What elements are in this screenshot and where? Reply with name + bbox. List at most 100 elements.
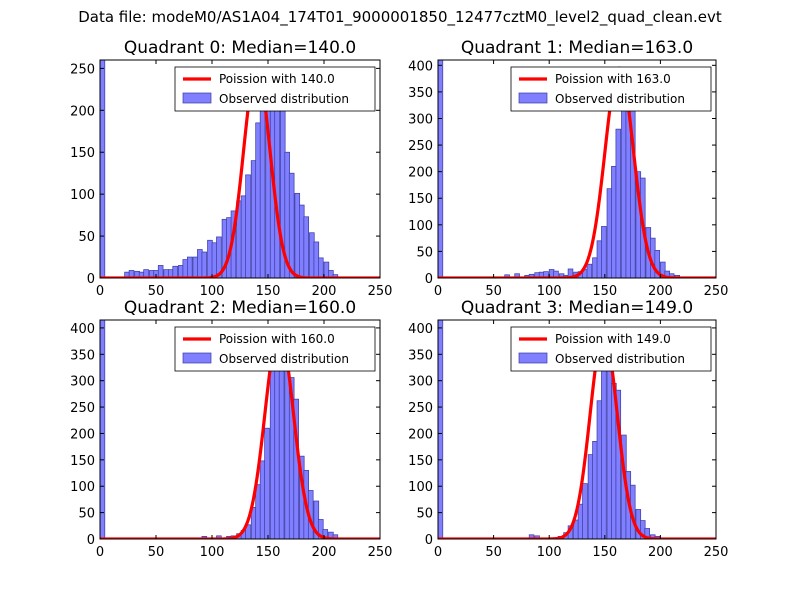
legend-label-fit: Poission with 140.0 bbox=[219, 72, 335, 86]
y-tick-label: 300 bbox=[408, 112, 433, 127]
x-tick-label: 50 bbox=[485, 284, 502, 299]
axes-frame bbox=[437, 319, 717, 540]
y-tick-label: 200 bbox=[408, 427, 433, 442]
y-tick-label: 200 bbox=[70, 427, 95, 442]
x-tick-label: 150 bbox=[256, 545, 281, 560]
legend: Poission with 163.0 Observed distribution bbox=[510, 66, 712, 112]
histogram-bar bbox=[313, 241, 320, 278]
subplot-quadrant-3: 0 50 100 150 200 250 0 50 100 150 200 250 300 350 400 Q… bbox=[408, 298, 728, 560]
y-tick-label: 0 bbox=[425, 533, 433, 548]
histogram-bar bbox=[586, 263, 593, 278]
y-tick-label: 200 bbox=[408, 166, 433, 181]
histogram-bar bbox=[328, 270, 334, 278]
y-tick-label: 400 bbox=[70, 322, 95, 337]
y-tick-label: 0 bbox=[87, 272, 95, 287]
histogram-bar bbox=[201, 251, 208, 278]
subplot-quadrant-0: 0 50 100 150 200 250 0 50 100 150 200 250 Quadrant 0… bbox=[70, 38, 392, 299]
x-tick-label: 100 bbox=[537, 545, 562, 560]
histogram-bar bbox=[299, 204, 305, 278]
x-tick-label: 0 bbox=[96, 545, 104, 560]
histogram-bar bbox=[654, 250, 660, 278]
legend: Poission with 149.0 Observed distribution bbox=[510, 326, 712, 372]
y-tick-label: 350 bbox=[70, 348, 95, 363]
legend-bar-swatch bbox=[182, 92, 212, 104]
y-tick-label: 100 bbox=[70, 480, 95, 495]
histogram-bar bbox=[259, 101, 266, 278]
histogram-bar bbox=[596, 400, 603, 539]
legend-bar-swatch bbox=[518, 92, 548, 104]
histogram-bar bbox=[216, 236, 222, 278]
x-tick-label: 250 bbox=[368, 284, 393, 299]
legend-label-fit: Poission with 149.0 bbox=[555, 332, 671, 346]
histogram-bar bbox=[294, 192, 301, 278]
x-tick-label: 200 bbox=[648, 284, 673, 299]
histogram-bar bbox=[128, 270, 135, 278]
y-tick-label: 50 bbox=[416, 245, 433, 260]
y-tick-label: 400 bbox=[408, 59, 433, 74]
x-tick-label: 250 bbox=[704, 545, 729, 560]
x-tick-label: 250 bbox=[704, 284, 729, 299]
y-tick-label: 350 bbox=[408, 86, 433, 101]
histogram-bar bbox=[197, 249, 203, 278]
x-tick-label: 250 bbox=[368, 545, 393, 560]
y-tick-label: 0 bbox=[87, 533, 95, 548]
axes-frame bbox=[99, 59, 381, 279]
y-tick-label: 150 bbox=[408, 192, 433, 207]
histogram-bar bbox=[284, 367, 290, 539]
legend-bar-swatch bbox=[182, 352, 212, 364]
y-tick-label: 100 bbox=[70, 188, 95, 203]
y-tick-label: 300 bbox=[70, 375, 95, 390]
histogram-bar bbox=[601, 353, 607, 539]
legend: Poission with 160.0 Observed distribution bbox=[174, 326, 376, 372]
legend-label-observed: Observed distribution bbox=[555, 92, 685, 106]
y-tick-label: 400 bbox=[408, 322, 433, 337]
histogram-bar bbox=[438, 60, 444, 278]
histogram-bar bbox=[100, 320, 106, 539]
poisson-fit-line bbox=[438, 331, 716, 539]
x-tick-label: 200 bbox=[648, 545, 673, 560]
y-tick-label: 350 bbox=[408, 348, 433, 363]
histogram-bar bbox=[309, 232, 315, 278]
subplot-quadrant-2: 0 50 100 150 200 250 0 50 100 150 200 250 300 350 400 Q… bbox=[70, 298, 392, 560]
x-tick-label: 200 bbox=[312, 284, 337, 299]
x-tick-label: 50 bbox=[148, 284, 165, 299]
y-tick-label: 100 bbox=[408, 219, 433, 234]
axes-frame bbox=[99, 319, 381, 540]
y-tick-label: 250 bbox=[408, 401, 433, 416]
plot-area bbox=[100, 320, 380, 539]
histogram-bar bbox=[528, 534, 535, 539]
subplot-quadrant-1: 0 50 100 150 200 250 0 50 100 150 200 250 300 350 400 Q… bbox=[408, 38, 728, 299]
histogram-bar bbox=[240, 195, 247, 278]
y-tick-label: 50 bbox=[78, 507, 95, 522]
plot-area bbox=[100, 60, 380, 278]
histogram-bar bbox=[157, 265, 164, 278]
histogram-bar bbox=[601, 226, 607, 278]
y-tick-label: 150 bbox=[70, 454, 95, 469]
histogram-bar bbox=[288, 172, 295, 278]
legend-label-observed: Observed distribution bbox=[219, 92, 349, 106]
y-tick-label: 200 bbox=[70, 104, 95, 119]
poisson-fit-line bbox=[100, 66, 380, 278]
histogram-bar bbox=[318, 257, 324, 278]
x-tick-label: 150 bbox=[256, 284, 281, 299]
legend-label-observed: Observed distribution bbox=[555, 352, 685, 366]
y-tick-label: 300 bbox=[408, 375, 433, 390]
legend-box bbox=[510, 66, 712, 112]
histogram-bar bbox=[644, 528, 650, 539]
subplot-title: Quadrant 1: Median=163.0 bbox=[461, 38, 693, 58]
x-tick-label: 200 bbox=[312, 545, 337, 560]
histogram-bar bbox=[332, 534, 339, 539]
legend-label-observed: Observed distribution bbox=[219, 352, 349, 366]
y-tick-label: 150 bbox=[70, 146, 95, 161]
histogram-bar bbox=[592, 257, 598, 278]
histogram-bar bbox=[182, 259, 189, 278]
histogram-bar bbox=[615, 128, 622, 278]
subplot-title: Quadrant 2: Median=160.0 bbox=[124, 298, 356, 318]
y-tick-label: 50 bbox=[416, 507, 433, 522]
histogram-bar bbox=[100, 60, 106, 278]
legend-label-fit: Poission with 160.0 bbox=[219, 332, 335, 346]
y-tick-label: 250 bbox=[408, 139, 433, 154]
histogram-bar bbox=[587, 454, 594, 539]
legend-box bbox=[174, 326, 376, 372]
y-tick-label: 250 bbox=[70, 401, 95, 416]
